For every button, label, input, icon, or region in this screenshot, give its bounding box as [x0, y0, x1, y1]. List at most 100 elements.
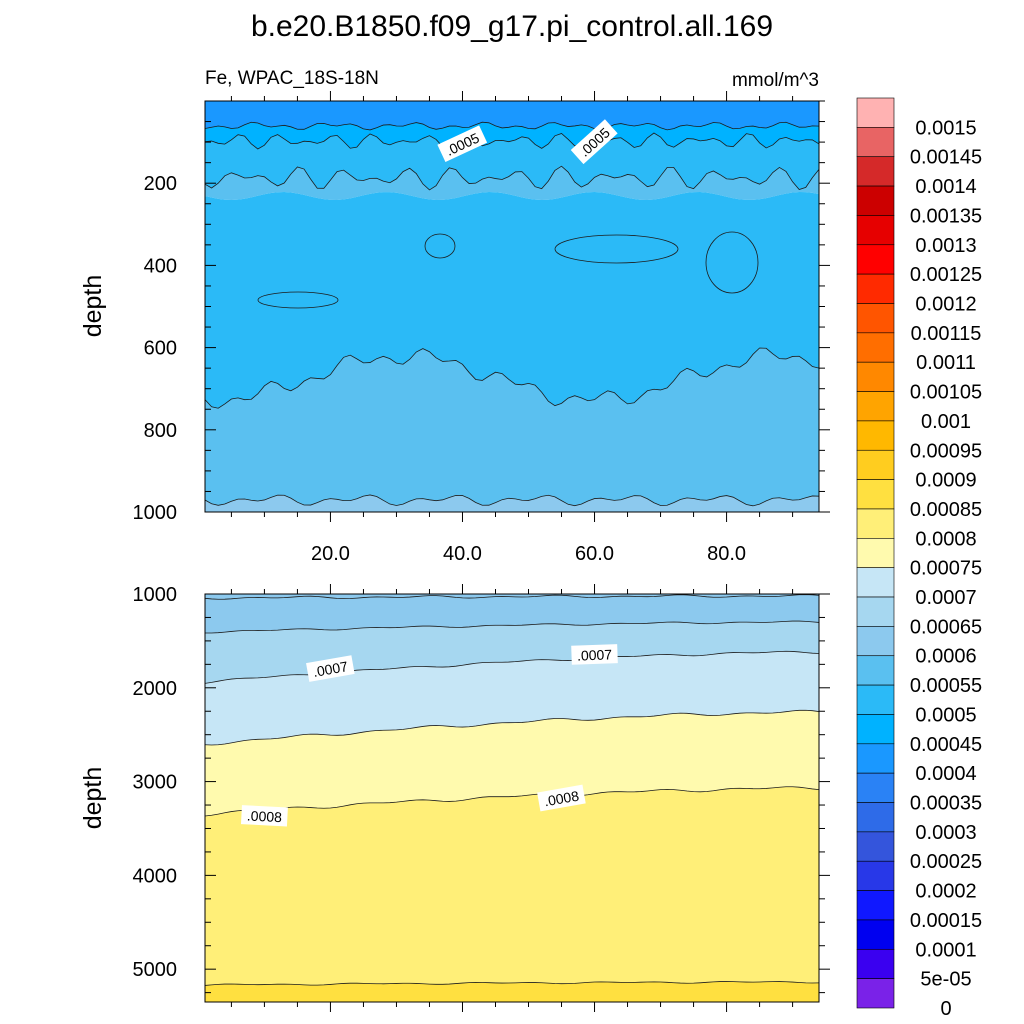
y-tick-label: 4000 — [133, 865, 178, 887]
colorbar-swatch — [856, 978, 895, 1009]
colorbar-label: 0.00125 — [910, 264, 982, 286]
contour-line — [205, 709, 819, 746]
contour-line — [205, 165, 819, 191]
contour-band — [205, 621, 819, 684]
colorbar-label: 0.00095 — [910, 440, 982, 462]
contour-band — [257, 291, 339, 309]
colorbar-swatch — [856, 449, 895, 480]
colorbar-label: 0.0011 — [916, 352, 976, 374]
contour-band — [205, 494, 819, 512]
colorbar-label: 0.00015 — [910, 910, 982, 932]
colorbar-swatch — [856, 244, 895, 275]
colorbar-label: 0.00035 — [910, 793, 982, 815]
y-tick-label: 1000 — [133, 584, 178, 606]
contour-label: .0008 — [240, 805, 288, 827]
lower-plot-frame — [204, 593, 820, 1003]
colorbar-swatch — [856, 743, 895, 774]
contour-line — [205, 620, 819, 634]
y-tick-label: 3000 — [133, 772, 178, 794]
colorbar-swatch — [856, 303, 895, 334]
contour-label: .0007 — [571, 644, 618, 665]
y-tick-label: 1000 — [133, 502, 178, 524]
colorbar-swatch — [856, 890, 895, 921]
colorbar-label: 0.0001 — [915, 939, 976, 961]
y-tick-label: 600 — [144, 338, 177, 360]
colorbar-label: 0.00065 — [910, 616, 982, 638]
lower-ylabel: depth — [79, 767, 107, 830]
upper-panel: Fe, WPAC_18S-18N mmol/m^3 .0005.0005 200… — [79, 68, 830, 565]
contour-band — [205, 192, 819, 409]
colorbar-swatch — [856, 684, 895, 715]
colorbar-swatch — [856, 391, 895, 422]
contour-line — [205, 594, 819, 600]
colorbar-swatch — [856, 479, 895, 510]
colorbar-label: 0.001 — [921, 411, 971, 433]
colorbar-label: 0.00145 — [910, 147, 982, 169]
colorbar-swatch — [856, 361, 895, 392]
y-tick-label: 2000 — [133, 678, 178, 700]
colorbar-label: 0.00055 — [910, 675, 982, 697]
colorbar-swatch — [856, 185, 895, 216]
contour-band — [205, 710, 819, 816]
colorbar-swatch — [856, 567, 895, 598]
lower-axis-ticks — [205, 584, 830, 1012]
contour-label-text: .0008 — [247, 807, 283, 825]
colorbar-swatch — [856, 596, 895, 627]
contour-line — [205, 786, 819, 817]
colorbar-swatch — [856, 420, 895, 451]
contour-band — [705, 231, 759, 294]
contour-line — [205, 650, 819, 684]
upper-ylabel: depth — [79, 275, 107, 338]
colorbar-label: 0.0006 — [915, 646, 976, 668]
colorbar-label: 5e-05 — [920, 969, 971, 991]
colorbar-swatch — [856, 127, 895, 158]
colorbar-label: 0.0008 — [915, 528, 976, 550]
colorbar-label: 0.0002 — [915, 881, 976, 903]
upper-axis-ticks — [205, 91, 830, 522]
contour-label-text: .0007 — [577, 646, 613, 663]
contour-line — [205, 347, 819, 409]
upper-contour-fill — [205, 101, 819, 512]
colorbar-label: 0.0003 — [915, 822, 976, 844]
colorbar-label: 0.0013 — [915, 235, 976, 257]
colorbar-label: 0.00135 — [910, 205, 982, 227]
contour-band — [205, 981, 819, 1002]
y-tick-label: 5000 — [133, 959, 178, 981]
colorbar-swatch — [856, 860, 895, 891]
contour-line — [205, 121, 819, 131]
contour-band — [205, 133, 819, 190]
colorbar-swatch — [856, 156, 895, 187]
x-tick-label: 20.0 — [311, 543, 350, 565]
colorbar-label: 0.00045 — [910, 734, 982, 756]
variable-label: Fe, WPAC_18S-18N — [205, 68, 379, 89]
contour-label: .0007 — [306, 655, 355, 682]
colorbar-swatch — [856, 273, 895, 304]
colorbar-label: 0.0005 — [915, 704, 976, 726]
colorbar-label: 0.00025 — [910, 851, 982, 873]
figure-title: b.e20.B1850.f09_g17.pi_control.all.169 — [251, 10, 773, 43]
colorbar-swatch — [856, 772, 895, 803]
contour-label-text: .0008 — [543, 788, 580, 810]
contour-band — [205, 786, 819, 986]
contour-line — [205, 132, 819, 150]
lower-contour-fill — [205, 594, 819, 1002]
colorbar-swatch — [856, 802, 895, 833]
colorbar-label: 0.00075 — [910, 558, 982, 580]
colorbar-swatch — [856, 831, 895, 862]
units-label: mmol/m^3 — [732, 70, 819, 91]
colorbar-label: 0.0004 — [915, 763, 976, 785]
contour-band — [205, 347, 819, 512]
colorbar-swatch — [856, 215, 895, 246]
contour-label: .0008 — [537, 784, 586, 812]
colorbar-label: 0.00115 — [911, 323, 982, 345]
lower-panel: .0007 .0007 .0008 .0008 1000 2000 3000 4000 500… — [79, 584, 830, 1012]
colorbar: 0.0015 0.00145 0.0014 0.00135 0.0013 0.00125 0… — [856, 97, 982, 1020]
colorbar-swatch — [856, 508, 895, 539]
colorbar-swatch — [856, 714, 895, 745]
colorbar-label: 0.0015 — [915, 117, 976, 139]
colorbar-label: 0.0014 — [915, 176, 976, 198]
x-tick-label: 80.0 — [707, 543, 746, 565]
colorbar-swatch — [856, 948, 895, 979]
contour-band — [554, 234, 679, 264]
colorbar-label: 0.0007 — [915, 587, 976, 609]
